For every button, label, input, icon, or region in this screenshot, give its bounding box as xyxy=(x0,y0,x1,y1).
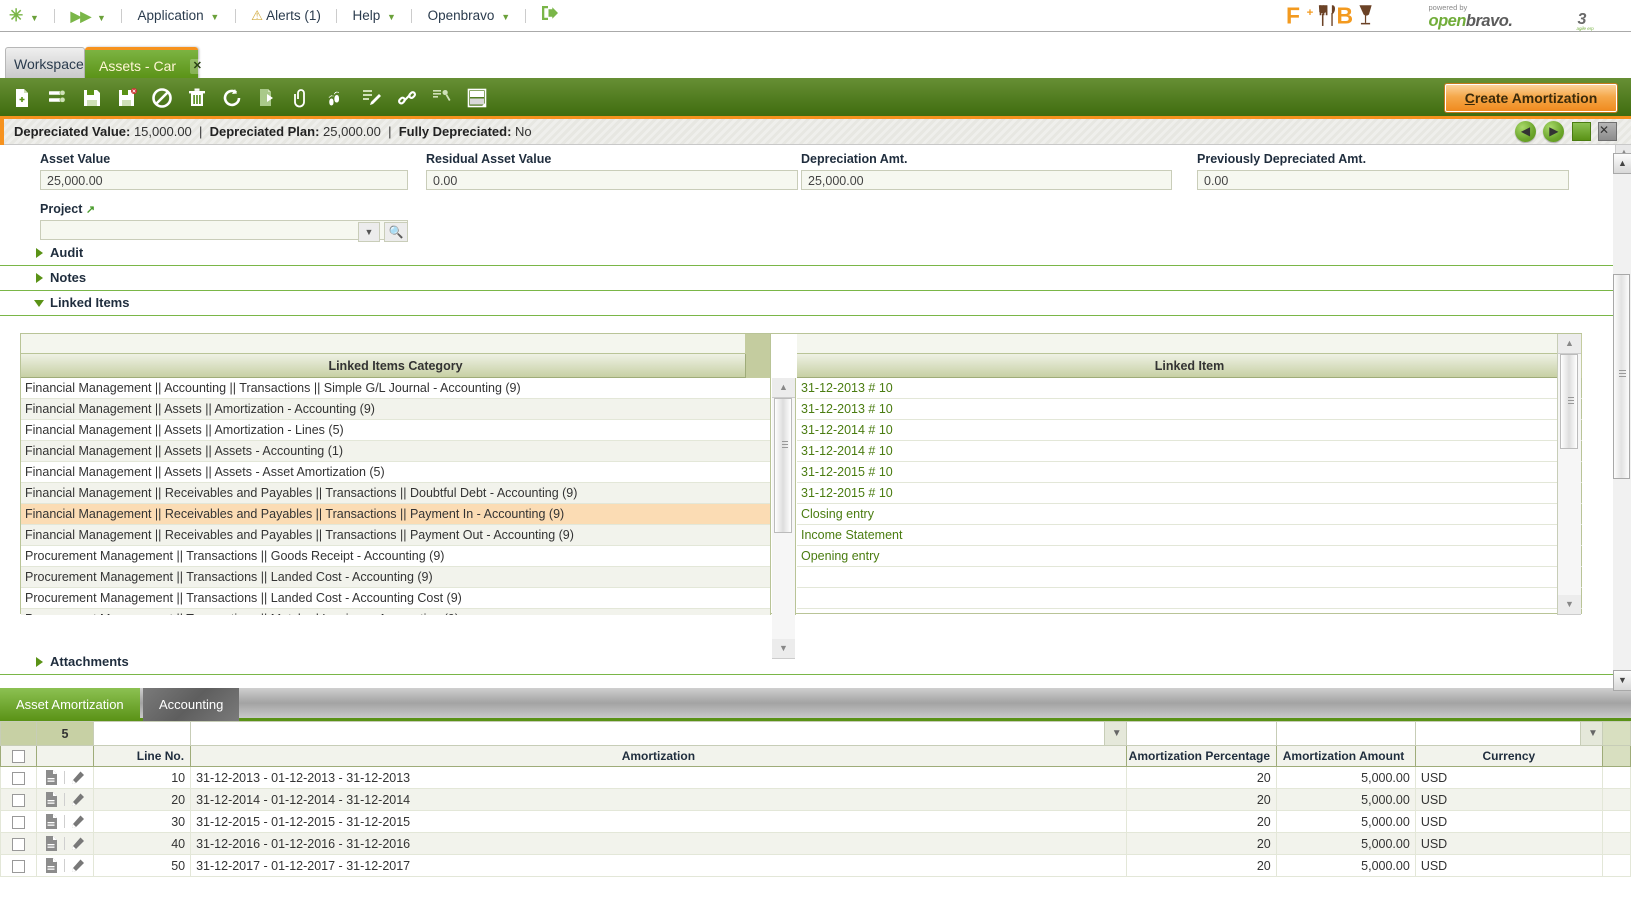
svg-text:B: B xyxy=(1336,3,1353,29)
svg-text:+: + xyxy=(1307,7,1314,19)
svg-text:F: F xyxy=(1286,3,1300,29)
svg-text:agile erp: agile erp xyxy=(1577,26,1595,31)
svg-text:openbravo.: openbravo. xyxy=(1429,12,1513,30)
svg-text:3: 3 xyxy=(1578,11,1587,28)
svg-text:powered by: powered by xyxy=(1429,3,1468,12)
